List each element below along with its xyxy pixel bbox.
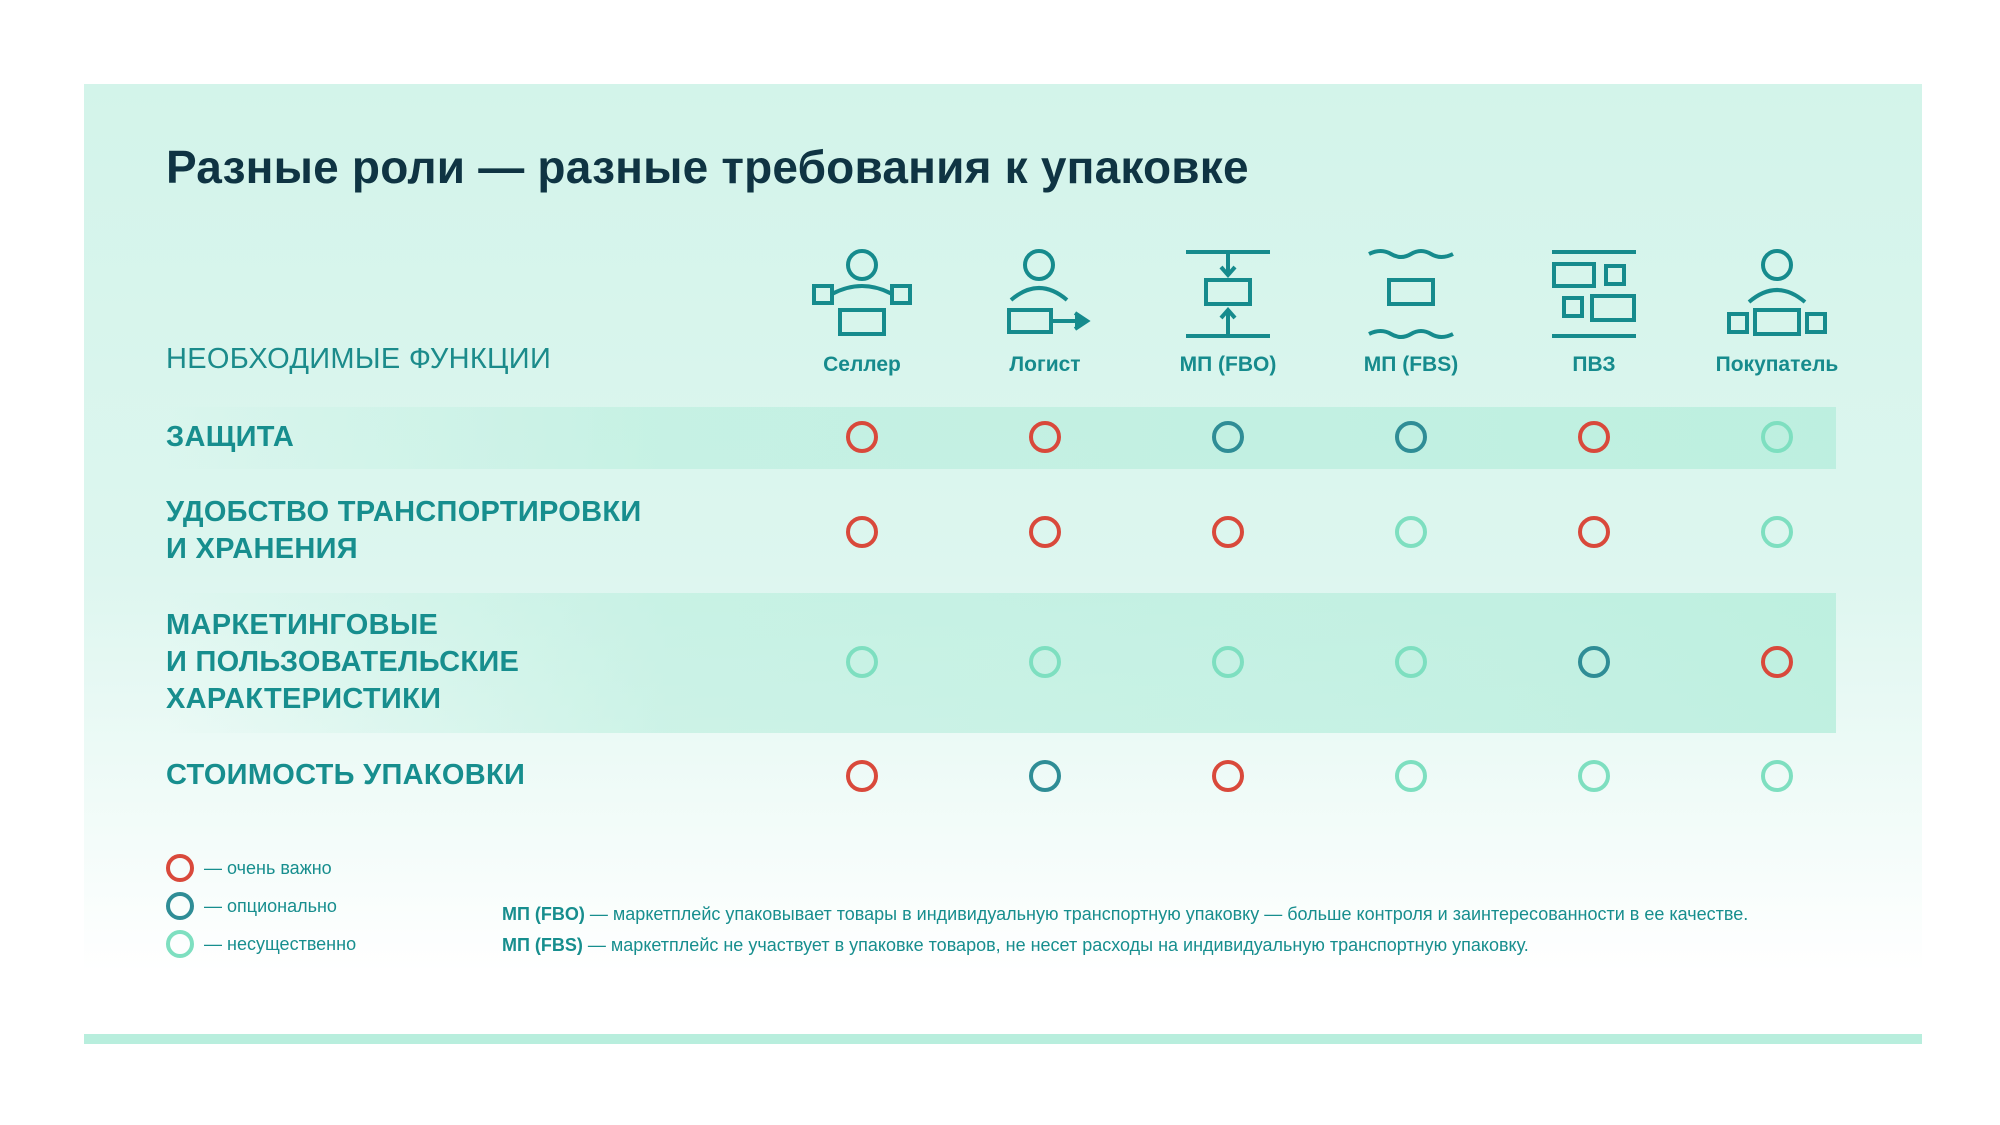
- legend-dot-mid: [166, 892, 194, 920]
- rating-dot-low: [1029, 646, 1061, 678]
- rating-dot-low: [1395, 646, 1427, 678]
- row-label-transport: УДОБСТВО ТРАНСПОРТИРОВКИ И ХРАНЕНИЯ: [166, 496, 642, 565]
- legend-low: — несущественно: [166, 930, 356, 958]
- rating-dot-high: [1761, 646, 1793, 678]
- rating-dot-mid: [1029, 760, 1061, 792]
- rating-dot-high: [1212, 516, 1244, 548]
- rating-dot-low: [1395, 516, 1427, 548]
- rating-dot-high: [1578, 516, 1610, 548]
- rating-dot-high: [1029, 516, 1061, 548]
- role-buyer: Покупатель: [1697, 248, 1857, 377]
- rating-dot-high: [1212, 760, 1244, 792]
- pickup-point-icon: [1552, 250, 1636, 338]
- role-label: МП (FBS): [1363, 353, 1459, 376]
- role-logist: Логист: [965, 248, 1125, 377]
- role-mp-fbs: МП (FBS): [1331, 248, 1491, 377]
- rating-dot-mid: [1212, 421, 1244, 453]
- row-band-protection: [166, 407, 1836, 469]
- rating-dot-high: [846, 421, 878, 453]
- role-label: Логист: [1009, 353, 1081, 376]
- marketplace-fbs-icon: [1368, 249, 1454, 339]
- role-label: ПВЗ: [1572, 353, 1616, 376]
- rating-dot-low: [1761, 516, 1793, 548]
- role-label: Селлер: [823, 353, 901, 376]
- rating-dot-low: [1578, 760, 1610, 792]
- legend-mid: — опционально: [166, 892, 337, 920]
- legend-high: — очень важно: [166, 854, 332, 882]
- seller-icon: [812, 249, 912, 336]
- content-panel: [84, 84, 1922, 972]
- role-mp-fbo: МП (FBO): [1148, 248, 1308, 377]
- row-label-protection: ЗАЩИТА: [166, 421, 295, 453]
- role-pvz: ПВЗ: [1514, 248, 1674, 377]
- rating-dot-high: [846, 516, 878, 548]
- marketplace-fbo-icon: [1186, 250, 1270, 338]
- role-seller: Селлер: [782, 248, 942, 377]
- note-fbs: МП (FBS) — маркетплейс не участвует в уп…: [502, 935, 1529, 955]
- page-title: Разные роли — разные требования к упаков…: [166, 141, 1249, 193]
- row-label-marketing: МАРКЕТИНГОВЫЕ И ПОЛЬЗОВАТЕЛЬСКИЕ ХАРАКТЕ…: [166, 609, 520, 715]
- role-label: МП (FBO): [1179, 353, 1277, 376]
- buyer-icon: [1727, 249, 1827, 336]
- rating-dot-mid: [1395, 421, 1427, 453]
- rating-dot-low: [846, 646, 878, 678]
- logist-icon: [1007, 249, 1091, 334]
- rating-dot-low: [1761, 760, 1793, 792]
- rating-dot-low: [1212, 646, 1244, 678]
- rating-dot-high: [1029, 421, 1061, 453]
- rating-dot-low: [1761, 421, 1793, 453]
- rating-dot-low: [1395, 760, 1427, 792]
- rating-dot-high: [846, 760, 878, 792]
- bottom-divider: [84, 1034, 1922, 1044]
- rating-dot-high: [1578, 421, 1610, 453]
- note-fbo: МП (FBO) — маркетплейс упаковывает товар…: [502, 904, 1749, 924]
- role-label: Покупатель: [1715, 353, 1839, 376]
- rating-dot-mid: [1578, 646, 1610, 678]
- legend-dot-high: [166, 854, 194, 882]
- legend-dot-low: [166, 930, 194, 958]
- functions-header: НЕОБХОДИМЫЕ ФУНКЦИИ: [166, 343, 552, 375]
- row-label-cost: СТОИМОСТЬ УПАКОВКИ: [166, 759, 526, 791]
- row-band-marketing: [166, 593, 1836, 733]
